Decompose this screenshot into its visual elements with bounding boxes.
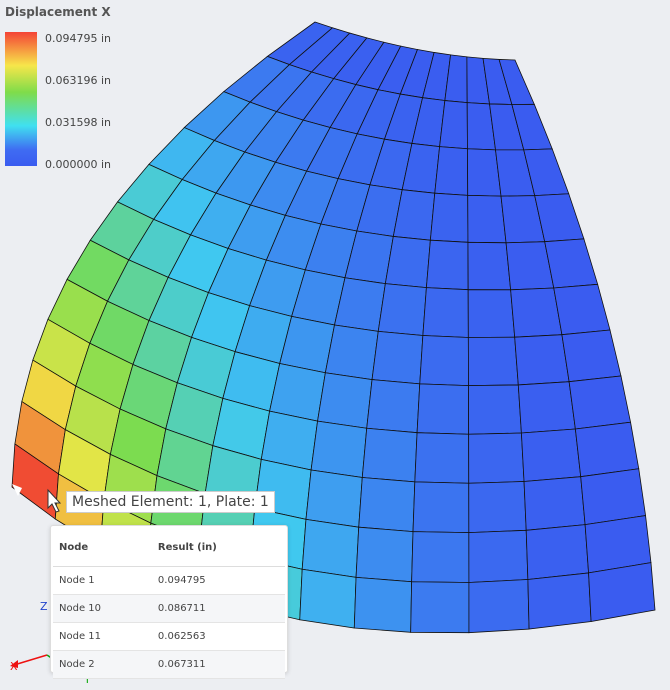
mesh-element [299, 568, 357, 629]
mesh-element [425, 239, 469, 291]
mesh-element [439, 100, 468, 150]
x-axis-head [10, 660, 18, 668]
cell: Node 11 [53, 622, 152, 651]
cell: 0.094795 [151, 566, 285, 595]
legend-label: 0.031598 in [45, 116, 112, 129]
legend-label: 0.000000 in [45, 158, 112, 171]
mesh-element [361, 427, 418, 483]
mesh-element [468, 384, 522, 435]
x-axis-arrow [13, 654, 48, 666]
mesh-element [411, 531, 470, 583]
mesh-element [588, 562, 656, 622]
mesh-element [468, 529, 529, 583]
mesh-element [434, 146, 469, 196]
mesh-element [467, 241, 512, 291]
tooltip-panel: Node Result (in) Node 1 0.094795 Node 10 0.… [50, 525, 288, 679]
mesh-element [429, 192, 469, 243]
mesh-element [355, 526, 414, 583]
mesh-element [467, 289, 516, 338]
mesh-element [468, 481, 527, 534]
cursor [47, 488, 62, 513]
mesh-element [419, 335, 469, 387]
mesh-element [580, 468, 647, 526]
cursor [12, 484, 22, 496]
mesh-element [561, 329, 622, 383]
mesh-element [324, 324, 379, 381]
y-axis-label: Y [83, 673, 91, 686]
header: Result (in) [151, 528, 285, 567]
mesh-element [527, 572, 592, 630]
mesh-element [301, 518, 360, 578]
mesh-element [384, 235, 431, 289]
legend-title: Displacement X [5, 5, 111, 19]
z-axis-label: Z [40, 600, 48, 613]
mesh-element [467, 194, 507, 244]
mesh-element [467, 336, 519, 387]
mesh-element [305, 469, 363, 528]
mesh-element [468, 432, 525, 484]
cell: Node 10 [53, 594, 152, 623]
mesh-element [568, 375, 632, 430]
result-table: Node Result (in) Node 1 0.094795 Node 10 0.… [53, 528, 285, 679]
mesh-element [414, 432, 470, 484]
mesh-element [269, 363, 326, 422]
cell: Node 2 [53, 650, 152, 679]
mesh-element [416, 383, 470, 435]
header: Node [53, 528, 152, 567]
mesh-element [366, 379, 421, 434]
legend-label: 0.063196 in [45, 74, 112, 87]
mesh-element [412, 481, 470, 534]
cell: 0.067311 [151, 650, 285, 679]
mesh-element [520, 428, 582, 482]
mesh-element [510, 287, 563, 338]
mesh-element [317, 372, 373, 429]
x-axis-label: X [10, 660, 18, 673]
mesh-element [525, 524, 590, 580]
legend-gradient [5, 32, 37, 166]
mesh-element [544, 238, 599, 289]
cell: Node 1 [53, 566, 152, 595]
mesh-element [371, 330, 424, 385]
mesh-element [468, 579, 530, 634]
mesh-element [523, 476, 586, 531]
mesh-element [377, 283, 427, 336]
mesh-element [410, 581, 470, 634]
cell: 0.062563 [151, 622, 285, 651]
mesh-element [517, 381, 576, 434]
mesh-element [553, 283, 611, 336]
mesh-element [514, 334, 570, 386]
mesh-element [422, 287, 469, 338]
mesh-element [358, 477, 416, 533]
legend-label: 0.094795 in [45, 32, 112, 45]
mesh-element [310, 420, 368, 478]
mesh-element [353, 576, 413, 633]
cell: 0.086711 [151, 594, 285, 623]
tooltip-title: Meshed Element: 1, Plate: 1 [66, 491, 275, 513]
mesh-element [574, 421, 640, 478]
